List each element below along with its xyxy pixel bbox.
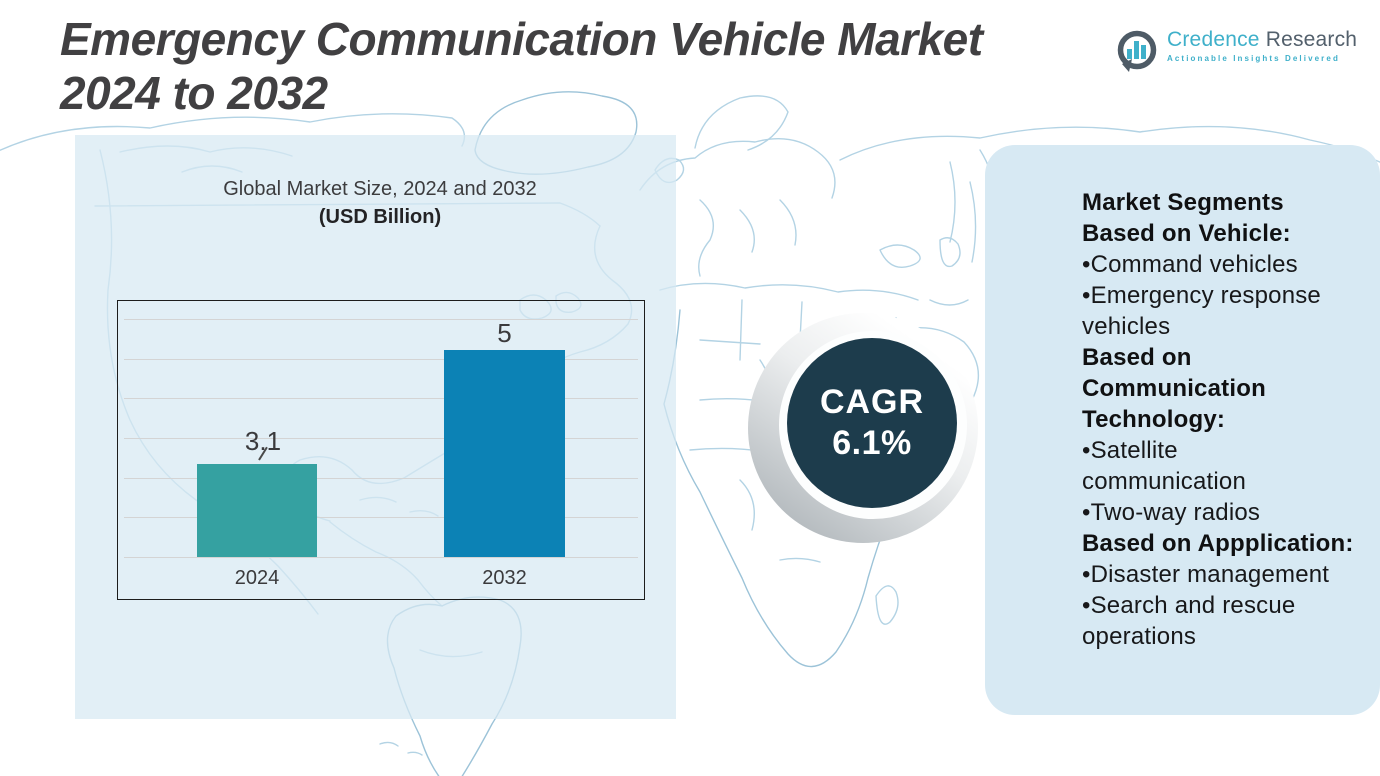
segment-line: •Search and rescue xyxy=(1082,592,1296,619)
market-segments-panel: Market Segments Based on Vehicle: •Command… xyxy=(985,145,1380,715)
chart-header: Global Market Size, 2024 and 2032 (USD B… xyxy=(117,175,643,231)
segment-lines: Market Segments Based on Vehicle: •Command… xyxy=(1082,187,1372,652)
segment-line: Market Segments xyxy=(1082,189,1284,216)
segment-line: Communication xyxy=(1082,375,1266,402)
cagr-value: 6.1% xyxy=(832,424,912,462)
segment-line: vehicles xyxy=(1082,313,1171,340)
segment-line: •Satellite xyxy=(1082,437,1178,464)
logo-tagline: Actionable Insights Delivered xyxy=(1167,54,1340,63)
gridline xyxy=(124,358,638,360)
cagr-label: CAGR xyxy=(819,383,925,421)
gridline xyxy=(124,437,638,439)
credence-research-logo: Credence Research Actionable Insights De… xyxy=(1114,28,1357,81)
bar-category-label: 2024 xyxy=(234,567,280,589)
gridline xyxy=(124,517,638,519)
bar-value-label: 5 xyxy=(497,318,512,348)
bar-2032 xyxy=(444,350,565,557)
cagr-badge: CAGR 6.1% xyxy=(787,338,957,508)
gridline xyxy=(124,557,638,558)
segment-line: •Emergency response xyxy=(1082,282,1321,309)
gridline xyxy=(124,398,638,400)
segment-line: Technology: xyxy=(1082,406,1226,433)
bar-chart-speech-bubble-icon xyxy=(1114,28,1160,81)
segment-line: •Two-way radios xyxy=(1082,499,1261,526)
segment-line: Based on xyxy=(1082,344,1192,371)
chart-subtitle: (USD Billion) xyxy=(318,206,442,228)
gridline xyxy=(124,477,638,479)
bar-category-label: 2032 xyxy=(482,567,527,589)
page-title: Emergency Communication Vehicle Market 2… xyxy=(60,12,983,120)
page-title-line2: 2024 to 2032 xyxy=(60,67,328,119)
gridline xyxy=(124,318,638,320)
segment-line: communication xyxy=(1082,468,1247,495)
chart-plot: 3.1 2024 5 2032 xyxy=(117,300,645,600)
bar-2024 xyxy=(197,464,317,557)
segment-line: Based on Appplication: xyxy=(1082,530,1354,557)
segment-line: •Disaster management xyxy=(1082,561,1330,588)
segment-line: Based on Vehicle: xyxy=(1082,220,1291,247)
page-title-line1: Emergency Communication Vehicle Market xyxy=(60,13,983,65)
segment-line: operations xyxy=(1082,623,1197,650)
logo-name: Credence Research xyxy=(1167,28,1358,51)
segment-line: •Command vehicles xyxy=(1082,251,1298,278)
chart-title: Global Market Size, 2024 and 2032 xyxy=(223,178,537,200)
market-size-chart-panel: Global Market Size, 2024 and 2032 (USD B… xyxy=(75,135,676,719)
